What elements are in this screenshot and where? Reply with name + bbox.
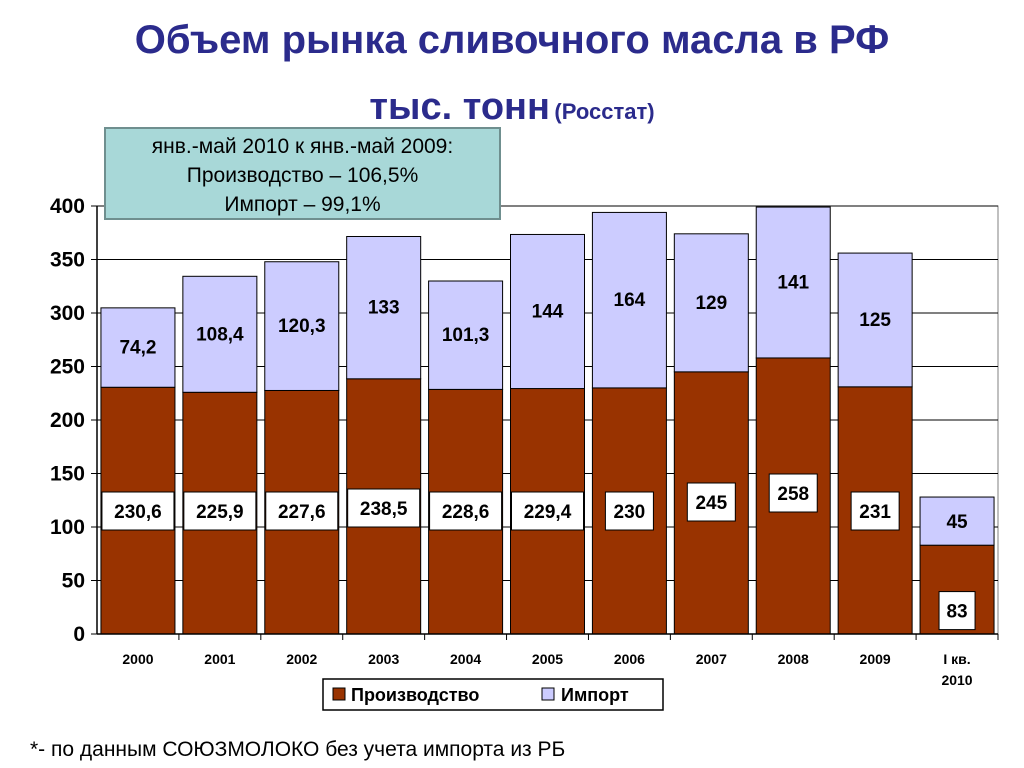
bar-import-1 — [182, 275, 258, 393]
production-label-box-10 — [938, 591, 976, 631]
production-label-box-4 — [429, 491, 503, 531]
subtitle-unit: тыс. тонн — [369, 86, 550, 128]
ytick-label-200: 200 — [50, 409, 85, 432]
bar-import-4 — [428, 280, 504, 390]
bar-import-6 — [591, 211, 667, 389]
bar-import-0 — [100, 307, 176, 388]
legend-swatch-import — [541, 687, 555, 701]
import-label-0: 74,2 — [119, 338, 156, 359]
ytick-label-250: 250 — [50, 356, 85, 379]
xtick-label-2: 2002 — [286, 651, 317, 667]
bar-import-3 — [346, 235, 422, 380]
comparison-note: янв.-май 2010 к янв.-май 2009: Производс… — [104, 127, 501, 220]
bar-import-7 — [673, 233, 749, 373]
legend-swatch-production — [332, 687, 346, 701]
xtick-label-0: 2000 — [122, 651, 153, 667]
xtick-label-4: 2004 — [450, 651, 481, 667]
legend: Производство Импорт — [322, 678, 664, 711]
ytick-label-0: 0 — [73, 623, 85, 646]
import-label-8: 141 — [777, 273, 809, 294]
production-label-1: 225,9 — [196, 502, 244, 523]
xtick-label-3: 2003 — [368, 651, 399, 667]
ytick-label-150: 150 — [50, 463, 85, 486]
production-label-box-2 — [265, 491, 339, 531]
ytick-label-300: 300 — [50, 302, 85, 325]
footnote: *- по данным СОЮЗМОЛОКО без учета импорт… — [30, 738, 566, 761]
page-title: Объем рынка сливочного масла в РФ — [134, 18, 890, 62]
xtick-label-8: 2008 — [778, 651, 809, 667]
production-label-box-8 — [768, 473, 818, 513]
production-label-box-6 — [604, 491, 654, 531]
subtitle-source: (Росстат) — [554, 99, 655, 124]
production-label-6: 230 — [614, 502, 646, 523]
xtick-label-5: 2005 — [532, 651, 563, 667]
page-subtitle: тыс. тонн (Росстат) — [0, 86, 1024, 129]
ytick-label-50: 50 — [62, 570, 85, 593]
production-label-4: 228,6 — [442, 502, 490, 523]
xtick-label-1: 2001 — [204, 651, 235, 667]
production-label-box-0 — [101, 491, 175, 531]
import-label-2: 120,3 — [278, 316, 326, 337]
production-label-box-9 — [850, 491, 900, 531]
production-label-9: 231 — [859, 502, 891, 523]
import-label-9: 125 — [859, 310, 891, 331]
ytick-label-400: 400 — [50, 195, 85, 218]
bar-import-9 — [837, 252, 913, 388]
production-label-10: 83 — [946, 602, 967, 623]
note-line-period: янв.-май 2010 к янв.-май 2009: — [151, 135, 454, 158]
production-label-3: 238,5 — [360, 499, 408, 520]
production-label-8: 258 — [777, 484, 809, 505]
xtick-label-9: 2009 — [860, 651, 891, 667]
production-label-7: 245 — [695, 493, 727, 514]
production-label-5: 229,4 — [524, 502, 572, 523]
legend-box — [322, 678, 664, 711]
ytick-label-100: 100 — [50, 516, 85, 539]
import-label-4: 101,3 — [442, 325, 490, 346]
import-label-7: 129 — [695, 293, 727, 314]
xtick-label-10-0: I кв. — [943, 651, 970, 667]
data-labels: 230,6 74,2 225,9 108,4 227,6 120,3 238,5 133 228… — [101, 273, 976, 631]
legend-label-import: Импорт — [561, 685, 629, 705]
import-label-6: 164 — [614, 290, 646, 311]
import-label-10: 45 — [946, 512, 968, 533]
production-label-box-1 — [183, 491, 257, 531]
note-line-production: Производство – 106,5% — [186, 164, 419, 187]
xtick-label-6: 2006 — [614, 651, 645, 667]
production-label-box-7 — [686, 482, 736, 522]
xtick-label-7: 2007 — [696, 651, 727, 667]
legend-label-production: Производство — [351, 685, 479, 705]
ytick-label-350: 350 — [50, 249, 85, 272]
import-label-1: 108,4 — [196, 324, 244, 345]
production-label-2: 227,6 — [278, 502, 326, 523]
bar-import-2 — [264, 261, 340, 391]
production-label-0: 230,6 — [114, 502, 162, 523]
bar-import-8 — [755, 206, 831, 359]
production-label-box-5 — [511, 491, 584, 531]
axes: 0 50 100 150 200 250 300 350 400 2000 2001 2002 2003… — [50, 195, 999, 688]
note-line-import: Импорт – 99,1% — [224, 193, 381, 216]
import-label-3: 133 — [368, 298, 400, 319]
bar-import-5 — [510, 233, 585, 390]
xtick-label-10-1: 2010 — [941, 672, 972, 688]
bar-import-10 — [919, 496, 995, 546]
import-label-5: 144 — [532, 302, 564, 323]
production-label-box-3 — [347, 488, 421, 528]
